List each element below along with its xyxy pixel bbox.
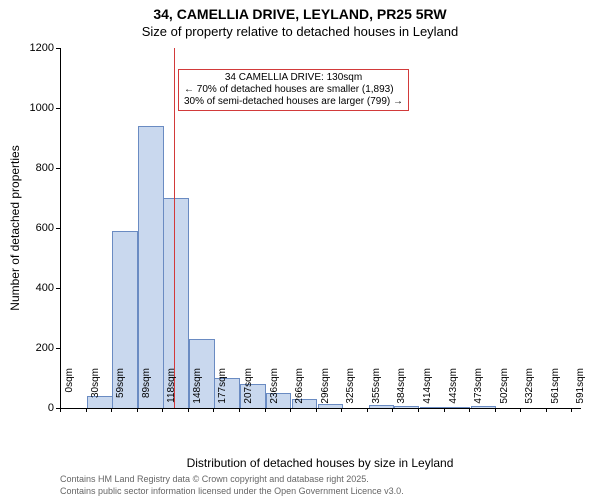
xtick-label: 296sqm: [320, 368, 331, 412]
plot-area: 34 CAMELLIA DRIVE: 130sqm← 70% of detach…: [60, 48, 581, 409]
xtick-mark: [341, 408, 342, 412]
ytick-label: 1200: [14, 42, 54, 54]
xtick-mark: [111, 408, 112, 412]
xtick-mark: [290, 408, 291, 412]
xtick-label: 414sqm: [422, 368, 433, 412]
reference-line: [174, 48, 175, 408]
xtick-mark: [444, 408, 445, 412]
xtick-label: 207sqm: [243, 368, 254, 412]
xtick-label: 355sqm: [371, 368, 382, 412]
chart-title-line1: 34, CAMELLIA DRIVE, LEYLAND, PR25 5RW: [0, 6, 600, 22]
annotation-box: 34 CAMELLIA DRIVE: 130sqm← 70% of detach…: [178, 69, 409, 111]
ytick-label: 800: [14, 162, 54, 174]
ytick-label: 600: [14, 222, 54, 234]
xtick-label: 266sqm: [294, 368, 305, 412]
xtick-mark: [86, 408, 87, 412]
xtick-mark: [367, 408, 368, 412]
xtick-mark: [60, 408, 61, 412]
xtick-mark: [495, 408, 496, 412]
xtick-label: 59sqm: [115, 368, 126, 412]
xtick-mark: [520, 408, 521, 412]
ytick-mark: [56, 228, 60, 229]
xtick-label: 0sqm: [64, 368, 75, 412]
ytick-label: 400: [14, 282, 54, 294]
xtick-label: 30sqm: [90, 368, 101, 412]
xtick-mark: [265, 408, 266, 412]
xtick-mark: [469, 408, 470, 412]
ytick-mark: [56, 168, 60, 169]
xtick-label: 384sqm: [396, 368, 407, 412]
ytick-mark: [56, 348, 60, 349]
xtick-label: 325sqm: [345, 368, 356, 412]
xtick-mark: [188, 408, 189, 412]
xtick-mark: [162, 408, 163, 412]
footer-licence: Contains public sector information licen…: [60, 486, 404, 496]
annotation-line: 34 CAMELLIA DRIVE: 130sqm: [184, 72, 403, 84]
xtick-label: 236sqm: [269, 368, 280, 412]
xtick-label: 532sqm: [524, 368, 535, 412]
ytick-mark: [56, 288, 60, 289]
ytick-mark: [56, 108, 60, 109]
ytick-label: 0: [14, 402, 54, 414]
xtick-mark: [137, 408, 138, 412]
xtick-label: 148sqm: [192, 368, 203, 412]
xtick-label: 177sqm: [217, 368, 228, 412]
annotation-line: ← 70% of detached houses are smaller (1,…: [184, 84, 403, 96]
xtick-mark: [546, 408, 547, 412]
ytick-label: 1000: [14, 102, 54, 114]
xtick-mark: [239, 408, 240, 412]
xtick-label: 118sqm: [166, 368, 177, 412]
footer-copyright: Contains HM Land Registry data © Crown c…: [60, 474, 369, 484]
xtick-mark: [392, 408, 393, 412]
xtick-mark: [316, 408, 317, 412]
xtick-label: 443sqm: [448, 368, 459, 412]
xtick-label: 591sqm: [575, 368, 586, 412]
histogram-bar: [138, 126, 164, 408]
xtick-label: 561sqm: [550, 368, 561, 412]
chart-title-line2: Size of property relative to detached ho…: [0, 24, 600, 39]
ytick-label: 200: [14, 342, 54, 354]
xtick-mark: [418, 408, 419, 412]
xtick-mark: [571, 408, 572, 412]
xtick-mark: [213, 408, 214, 412]
x-axis-label: Distribution of detached houses by size …: [60, 456, 580, 470]
xtick-label: 473sqm: [473, 368, 484, 412]
xtick-label: 89sqm: [141, 368, 152, 412]
histogram-chart: 34, CAMELLIA DRIVE, LEYLAND, PR25 5RW Si…: [0, 0, 600, 500]
ytick-mark: [56, 48, 60, 49]
annotation-line: 30% of semi-detached houses are larger (…: [184, 96, 403, 108]
xtick-label: 502sqm: [499, 368, 510, 412]
